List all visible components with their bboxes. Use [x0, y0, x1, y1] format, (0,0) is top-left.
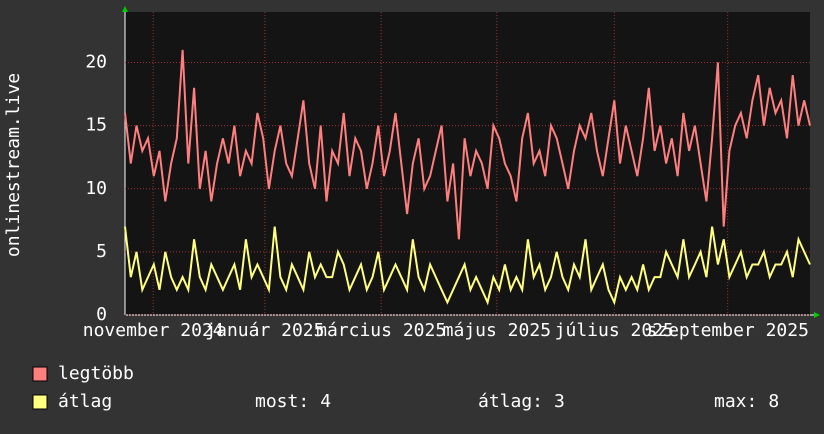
stat-value: 4 — [320, 391, 331, 412]
x-tick-label: szeptember 2025 — [646, 320, 809, 341]
x-tick-label: november 2024 — [83, 320, 224, 341]
stat-label: max: — [714, 391, 757, 412]
x-tick-label: január 2025 — [205, 320, 324, 341]
y-tick-label: 5 — [96, 241, 107, 262]
stat-label: átlag: — [478, 391, 543, 412]
y-tick-label: 10 — [85, 178, 107, 199]
x-tick-label: július 2025 — [555, 320, 674, 341]
line-series — [124, 226, 811, 306]
x-arrow — [814, 312, 820, 318]
y-arrow — [122, 6, 128, 12]
legend-swatch — [32, 394, 48, 410]
y-tick-label: 15 — [85, 115, 107, 136]
legend-label: átlag — [58, 391, 112, 412]
x-tick-label: május 2025 — [443, 320, 551, 341]
stat-label: most: — [255, 391, 309, 412]
line-series — [124, 49, 811, 240]
stat-value: 3 — [554, 391, 565, 412]
legend-label: legtöbb — [58, 363, 134, 384]
y-tick-label: 20 — [85, 52, 107, 73]
stat-value: 8 — [768, 391, 779, 412]
y-axis-label: onlinestream.live — [3, 73, 24, 257]
y-tick-label: 0 — [96, 304, 107, 325]
x-tick-label: március 2025 — [316, 320, 446, 341]
legend-swatch — [32, 366, 48, 382]
